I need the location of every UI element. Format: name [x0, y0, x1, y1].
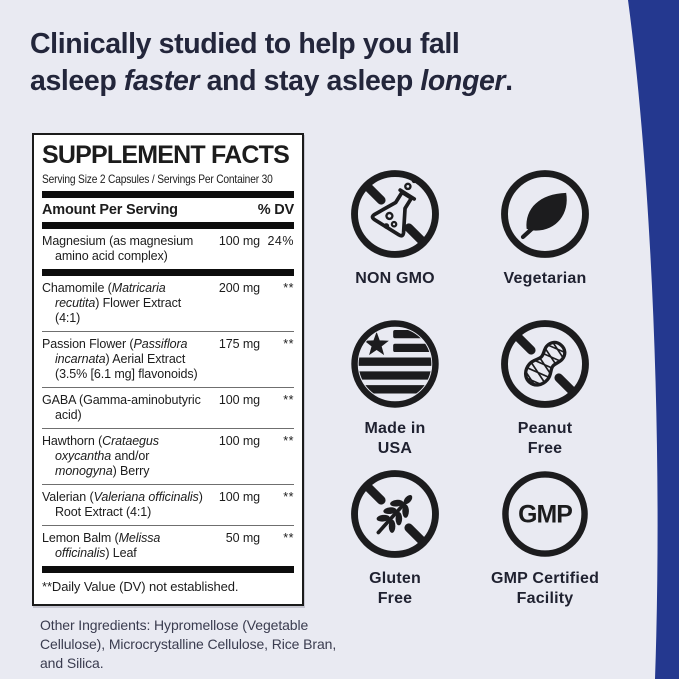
supplement-row: GABA (Gamma-aminobutyric acid) 100 mg **	[42, 388, 294, 428]
supplement-row: Magnesium (as magnesium amino acid compl…	[42, 229, 294, 269]
supplement-row: Chamomile (Matricaria recutita) Flower E…	[42, 276, 294, 331]
badge-gluten-free: Gluten Free	[349, 468, 441, 609]
text-italic-segment: Passiflora incarnata	[55, 337, 188, 366]
gmp-circle-text: GMP	[518, 501, 572, 528]
divider-thick	[42, 566, 294, 573]
badge-gmp-certified: GMP GMP Certified Facility	[491, 468, 599, 609]
badge-label-peanut-free: Peanut Free	[517, 420, 573, 457]
badge-label-non-gmo: NON GMO	[355, 270, 435, 287]
badge-label-gmp-certified: GMP Certified Facility	[490, 570, 600, 607]
ingredient-dv: 24%	[267, 234, 294, 248]
text-segment: ) Leaf	[105, 546, 137, 560]
divider-thick	[42, 191, 294, 198]
text-segment: GABA (Gamma-aminobutyric acid)	[42, 393, 201, 422]
badge-made-in-usa: Made in USA	[349, 318, 441, 459]
text-segment: ) Aerial Extract (3.5% [6.1 mg] flavonoi…	[55, 352, 198, 381]
divider-thin	[42, 484, 294, 485]
text-segment: .	[505, 65, 513, 97]
divider-thin	[42, 525, 294, 526]
text-italic-segment: longer	[420, 65, 506, 97]
gmp-circle-icon: GMP	[502, 471, 588, 557]
divider-thick	[42, 269, 294, 276]
leaf-icon	[501, 170, 589, 258]
text-segment: ) Berry	[112, 464, 150, 478]
text-segment: ) Root Extract (4:1)	[55, 490, 203, 519]
ingredient-amount: 50 mg	[225, 531, 260, 545]
amount-per-serving-header: Amount Per Serving	[42, 202, 178, 218]
table-header-row: Amount Per Serving % DV	[42, 198, 294, 222]
daily-value-footnote: **Daily Value (DV) not established.	[42, 579, 239, 594]
text-italic-segment: Crataegus oxycantha	[55, 434, 159, 463]
text-italic-segment: monogyna	[55, 464, 113, 478]
supplement-row: Lemon Balm (Melissa officinalis) Leaf 50 …	[42, 526, 294, 566]
badge-vegetarian: Vegetarian	[499, 168, 591, 289]
supplement-facts-panel: SUPPLEMENT FACTS Serving Size 2 Capsules…	[32, 133, 304, 606]
ingredient-dv: **	[283, 490, 294, 504]
ingredient-dv: **	[283, 434, 294, 448]
ingredient-name: Passion Flower (Passiflora incarnata) Ae…	[42, 337, 208, 382]
headline: Clinically studied to help you fall aslee…	[30, 26, 630, 100]
badge-peanut-free: Peanut Free	[499, 318, 591, 459]
text-segment: Chamomile (	[42, 281, 112, 295]
badge-non-gmo: NON GMO	[349, 168, 441, 289]
badges-grid: NON GMO Vegetarian	[320, 168, 620, 618]
ingredient-amount: 100 mg	[218, 234, 260, 248]
ingredient-amount: 175 mg	[218, 337, 260, 351]
ingredient-name: Chamomile (Matricaria recutita) Flower E…	[42, 281, 208, 326]
usa-flag-icon	[351, 320, 439, 408]
ingredient-amount: 100 mg	[218, 434, 260, 448]
headline-line-1: Clinically studied to help you fall	[30, 26, 630, 63]
flask-crossed-icon	[351, 170, 439, 258]
ingredient-dv: **	[283, 531, 294, 545]
text-segment: Passion Flower (	[42, 337, 134, 351]
text-segment: Magnesium (as magnesium amino acid compl…	[42, 234, 194, 263]
percent-dv-header: % DV	[257, 202, 294, 218]
divider-thin	[42, 331, 294, 332]
text-segment: ) Flower Extract (4:1)	[55, 296, 182, 325]
text-italic-segment: Melissa officinalis	[55, 531, 161, 560]
text-segment: asleep	[30, 65, 124, 97]
badge-label-vegetarian: Vegetarian	[503, 270, 587, 287]
serving-info: Serving Size 2 Capsules / Servings Per C…	[42, 172, 273, 186]
ingredient-amount: 100 mg	[218, 393, 260, 407]
ingredient-name: Lemon Balm (Melissa officinalis) Leaf	[42, 531, 208, 561]
text-italic-segment: faster	[123, 65, 200, 97]
text-segment: and stay asleep	[199, 65, 421, 97]
headline-line-2: asleep faster and stay asleep longer.	[30, 63, 630, 100]
ingredient-amount: 200 mg	[218, 281, 260, 295]
ingredient-dv: **	[283, 337, 294, 351]
left-column: SUPPLEMENT FACTS Serving Size 2 Capsules…	[32, 133, 336, 673]
text-segment: and/or	[111, 449, 150, 463]
ingredient-name: GABA (Gamma-aminobutyric acid)	[42, 393, 208, 423]
text-italic-segment: Matricaria recutita	[55, 281, 166, 310]
divider-thin	[42, 387, 294, 388]
supplement-facts-title: SUPPLEMENT FACTS	[42, 141, 290, 169]
text-segment: Lemon Balm (	[42, 531, 119, 545]
divider-thin	[42, 428, 294, 429]
text-segment: Hawthorn (	[42, 434, 103, 448]
text-italic-segment: Valeriana officinalis	[93, 490, 199, 504]
ingredient-amount: 100 mg	[218, 490, 260, 504]
supplement-row: Passion Flower (Passiflora incarnata) Ae…	[42, 332, 294, 387]
supplement-row: Valerian (Valeriana officinalis) Root Ex…	[42, 485, 294, 525]
ingredient-name: Hawthorn (Crataegus oxycantha and/or mon…	[42, 434, 208, 479]
ingredient-dv: **	[283, 281, 294, 295]
ingredient-name: Magnesium (as magnesium amino acid compl…	[42, 234, 208, 264]
text-segment: Clinically studied to help you fall	[30, 28, 460, 60]
badge-label-gluten-free: Gluten Free	[369, 570, 421, 607]
divider-thick	[42, 222, 294, 229]
text-segment: Valerian (	[42, 490, 94, 504]
badge-label-made-in-usa: Made in USA	[364, 420, 426, 457]
peanut-crossed-icon	[501, 320, 589, 408]
supplement-row: Hawthorn (Crataegus oxycantha and/or mon…	[42, 429, 294, 484]
ingredient-name: Valerian (Valeriana officinalis) Root Ex…	[42, 490, 208, 520]
ingredient-dv: **	[283, 393, 294, 407]
other-ingredients-text: Other Ingredients: Hypromellose (Vegetab…	[40, 617, 337, 671]
wheat-crossed-icon	[351, 470, 439, 558]
ingredient-rows: Magnesium (as magnesium amino acid compl…	[42, 229, 294, 573]
